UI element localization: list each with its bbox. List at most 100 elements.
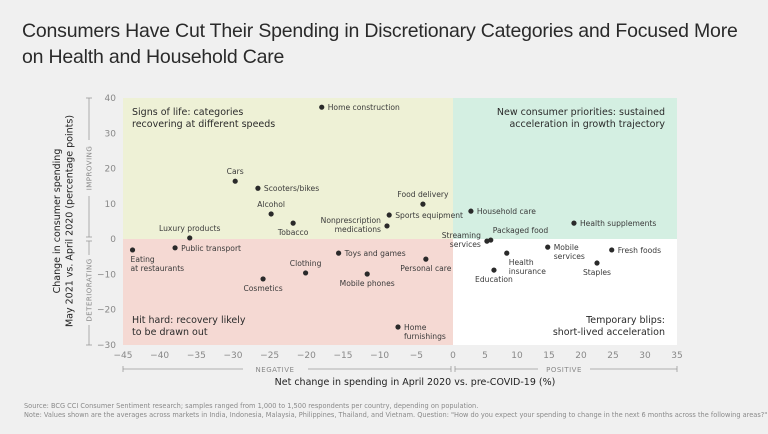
data-point-label: Packaged food [493, 226, 549, 235]
data-point-marker [290, 220, 296, 226]
data-point-marker [255, 185, 261, 191]
deteriorating-bracket-label: DETERIORATING [86, 258, 94, 321]
x-tick-label: −25 [260, 351, 279, 361]
x-tick-label: −30 [224, 351, 243, 361]
x-tick-label: 20 [575, 351, 587, 361]
data-point-marker [468, 208, 474, 214]
data-point-marker [484, 238, 490, 244]
x-tick-label: −45 [114, 351, 133, 361]
data-point: Household care [468, 207, 536, 216]
data-point-marker [187, 235, 193, 241]
data-point-label: Household care [477, 207, 536, 216]
positive-bracket-label: POSITIVE [546, 366, 582, 374]
data-point-marker [129, 247, 136, 253]
data-point: Personal care [400, 256, 452, 273]
data-point: Health supplements [571, 219, 656, 228]
data-point-marker [571, 220, 577, 226]
y-tick-label: 10 [105, 200, 117, 210]
data-point-marker [384, 223, 390, 229]
x-tick-label: 10 [511, 351, 523, 361]
x-tick-label: −10 [370, 351, 389, 361]
data-point: Fresh foods [609, 246, 661, 255]
data-point-label: Public transport [181, 244, 241, 253]
data-point-marker [504, 250, 510, 256]
data-point-marker [303, 270, 309, 276]
data-point-label: Personal care [400, 264, 451, 273]
data-point-marker [172, 245, 178, 251]
data-point-marker [364, 271, 370, 277]
x-tick-label: 15 [543, 351, 554, 361]
quadrant-top-right [453, 98, 677, 239]
x-tick-label: −20 [297, 351, 316, 361]
x-tick-label: −15 [334, 351, 353, 361]
data-point-label: Fresh foods [618, 246, 661, 255]
data-point-label: Clothing [290, 259, 322, 268]
data-point-label: Eating at restaurants [131, 255, 185, 273]
x-axis-title: Net change in spending in April 2020 vs.… [275, 377, 556, 388]
data-point-marker [491, 267, 497, 273]
data-point-label: Toys and games [344, 249, 406, 258]
data-point: Eating at restaurants [129, 247, 185, 273]
data-point-marker [268, 211, 274, 217]
data-point-label: Streaming services [442, 231, 481, 249]
data-point-label: Mobile services [554, 243, 585, 261]
data-point: Nonprescription medications [321, 216, 390, 234]
data-point-marker [420, 201, 426, 207]
data-point-marker [260, 276, 266, 282]
data-point: Mobile phones [340, 271, 395, 288]
data-point: Home construction [319, 103, 400, 112]
x-tick-label: 30 [639, 351, 651, 361]
data-point-marker [545, 244, 551, 250]
x-tick-label: −5 [410, 351, 423, 361]
quadrant-bottom-right [453, 239, 677, 345]
question-note: Note: Values shown are the averages acro… [24, 411, 768, 419]
y-tick-label: 40 [105, 94, 117, 104]
footnotes: Source: BCG CCI Consumer Sentiment resea… [24, 402, 767, 420]
improving-bracket-label: IMPROVING [86, 146, 94, 191]
data-point-label: Education [475, 275, 513, 284]
data-point-marker [594, 260, 600, 266]
data-point-label: Mobile phones [340, 279, 395, 288]
data-point: Education [475, 267, 513, 284]
data-point-label: Luxury products [159, 224, 220, 233]
y-tick-label: 30 [105, 129, 117, 139]
data-point: Cars [227, 167, 244, 184]
data-point-label: Health supplements [580, 219, 656, 228]
data-point-label: Home construction [328, 103, 400, 112]
chart-title: Consumers Have Cut Their Spending in Dis… [22, 20, 738, 68]
data-point: Alcohol [257, 200, 285, 217]
data-point: Scooters/bikes [255, 184, 319, 193]
data-point: Clothing [290, 259, 322, 276]
quadrant-top-left [123, 98, 453, 239]
data-point-label: Home furnishings [404, 323, 446, 341]
negative-bracket-label: NEGATIVE [256, 366, 295, 374]
data-point: Staples [583, 260, 611, 277]
data-point-label: Cosmetics [243, 284, 282, 293]
data-point-label: Scooters/bikes [264, 184, 319, 193]
data-point: Toys and games [336, 249, 406, 258]
quadrant-label-top-left: Signs of life: categories recovering at d… [132, 107, 275, 130]
data-point: Cosmetics [243, 276, 283, 293]
data-point-label: Cars [227, 167, 244, 176]
data-point-marker [609, 247, 615, 253]
data-point: Luxury products [159, 224, 220, 241]
data-point-marker [319, 104, 325, 110]
y-tick-label: 0 [110, 235, 116, 245]
data-point-label: Tobacco [277, 228, 309, 237]
quadrant-label-bottom-left: Hit hard: recovery likely to be drawn out [132, 315, 246, 338]
quadrant-label-bottom-right: Temporary blips: short-lived acceleration [553, 315, 665, 338]
data-point: Public transport [172, 244, 241, 253]
data-point-marker [232, 178, 238, 184]
x-tick-label: 25 [607, 351, 618, 361]
source-note: Source: BCG CCI Consumer Sentiment resea… [24, 402, 479, 410]
data-point: Streaming services [442, 231, 490, 249]
x-tick-label: −35 [187, 351, 206, 361]
data-point: Food delivery [397, 190, 449, 207]
data-point-label: Food delivery [397, 190, 449, 199]
data-point-label: Staples [583, 268, 611, 277]
x-tick-label: −40 [150, 351, 169, 361]
data-point: Home furnishings [395, 323, 446, 341]
x-tick-label: 0 [450, 351, 456, 361]
data-point-marker [336, 250, 342, 256]
y-axis-title: Change in consumer spending May 2021 vs. … [52, 115, 76, 327]
